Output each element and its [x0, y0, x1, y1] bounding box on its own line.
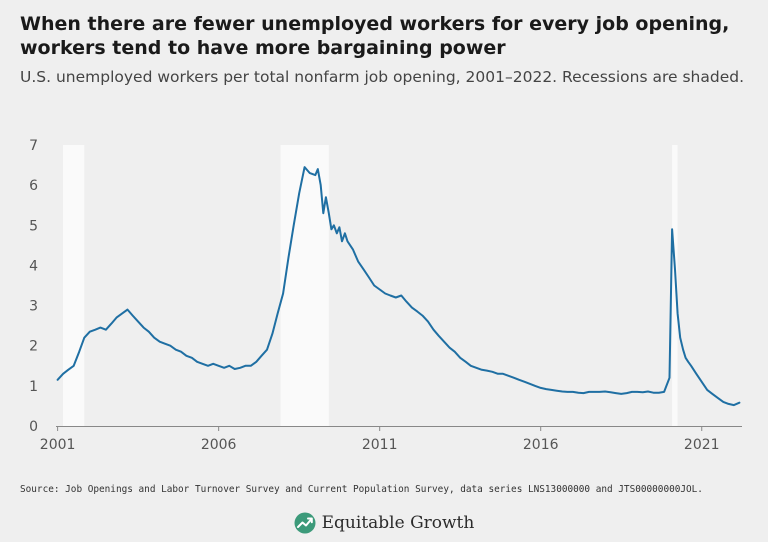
y-tick-label: 6	[29, 178, 38, 194]
trend-arrow-leaf-icon	[294, 512, 316, 534]
x-tick-label: 2011	[362, 437, 398, 453]
brand-name: Equitable Growth	[321, 513, 475, 533]
y-tick-label: 0	[29, 419, 38, 435]
y-tick-label: 5	[29, 218, 38, 234]
chart-title: When there are fewer unemployed workers …	[20, 13, 730, 59]
x-tick-label: 2001	[40, 437, 76, 453]
line-chart: 0 1 2 3 4 5 6 7 2001 2006 2011 2016 2021	[29, 138, 742, 453]
recession-band-1	[63, 145, 85, 426]
y-tick-label: 1	[29, 379, 38, 395]
series-line-group	[56, 166, 741, 407]
brand-footer[interactable]: Equitable Growth	[0, 508, 768, 538]
recession-shading	[63, 145, 678, 426]
recession-band-3	[672, 145, 678, 426]
x-tick-label: 2021	[684, 437, 720, 453]
y-tick-label: 4	[29, 258, 38, 274]
chart-subtitle: U.S. unemployed workers per total nonfar…	[20, 68, 744, 86]
source-note: Source: Job Openings and Labor Turnover …	[20, 484, 703, 495]
x-tick-label: 2016	[523, 437, 559, 453]
y-tick-label: 7	[29, 138, 38, 154]
y-tick-label: 2	[29, 339, 38, 355]
axes: 0 1 2 3 4 5 6 7 2001 2006 2011 2016 2021	[29, 138, 742, 453]
series-line-1	[56, 166, 741, 407]
y-tick-label: 3	[29, 299, 38, 315]
x-tick-label: 2006	[201, 437, 237, 453]
